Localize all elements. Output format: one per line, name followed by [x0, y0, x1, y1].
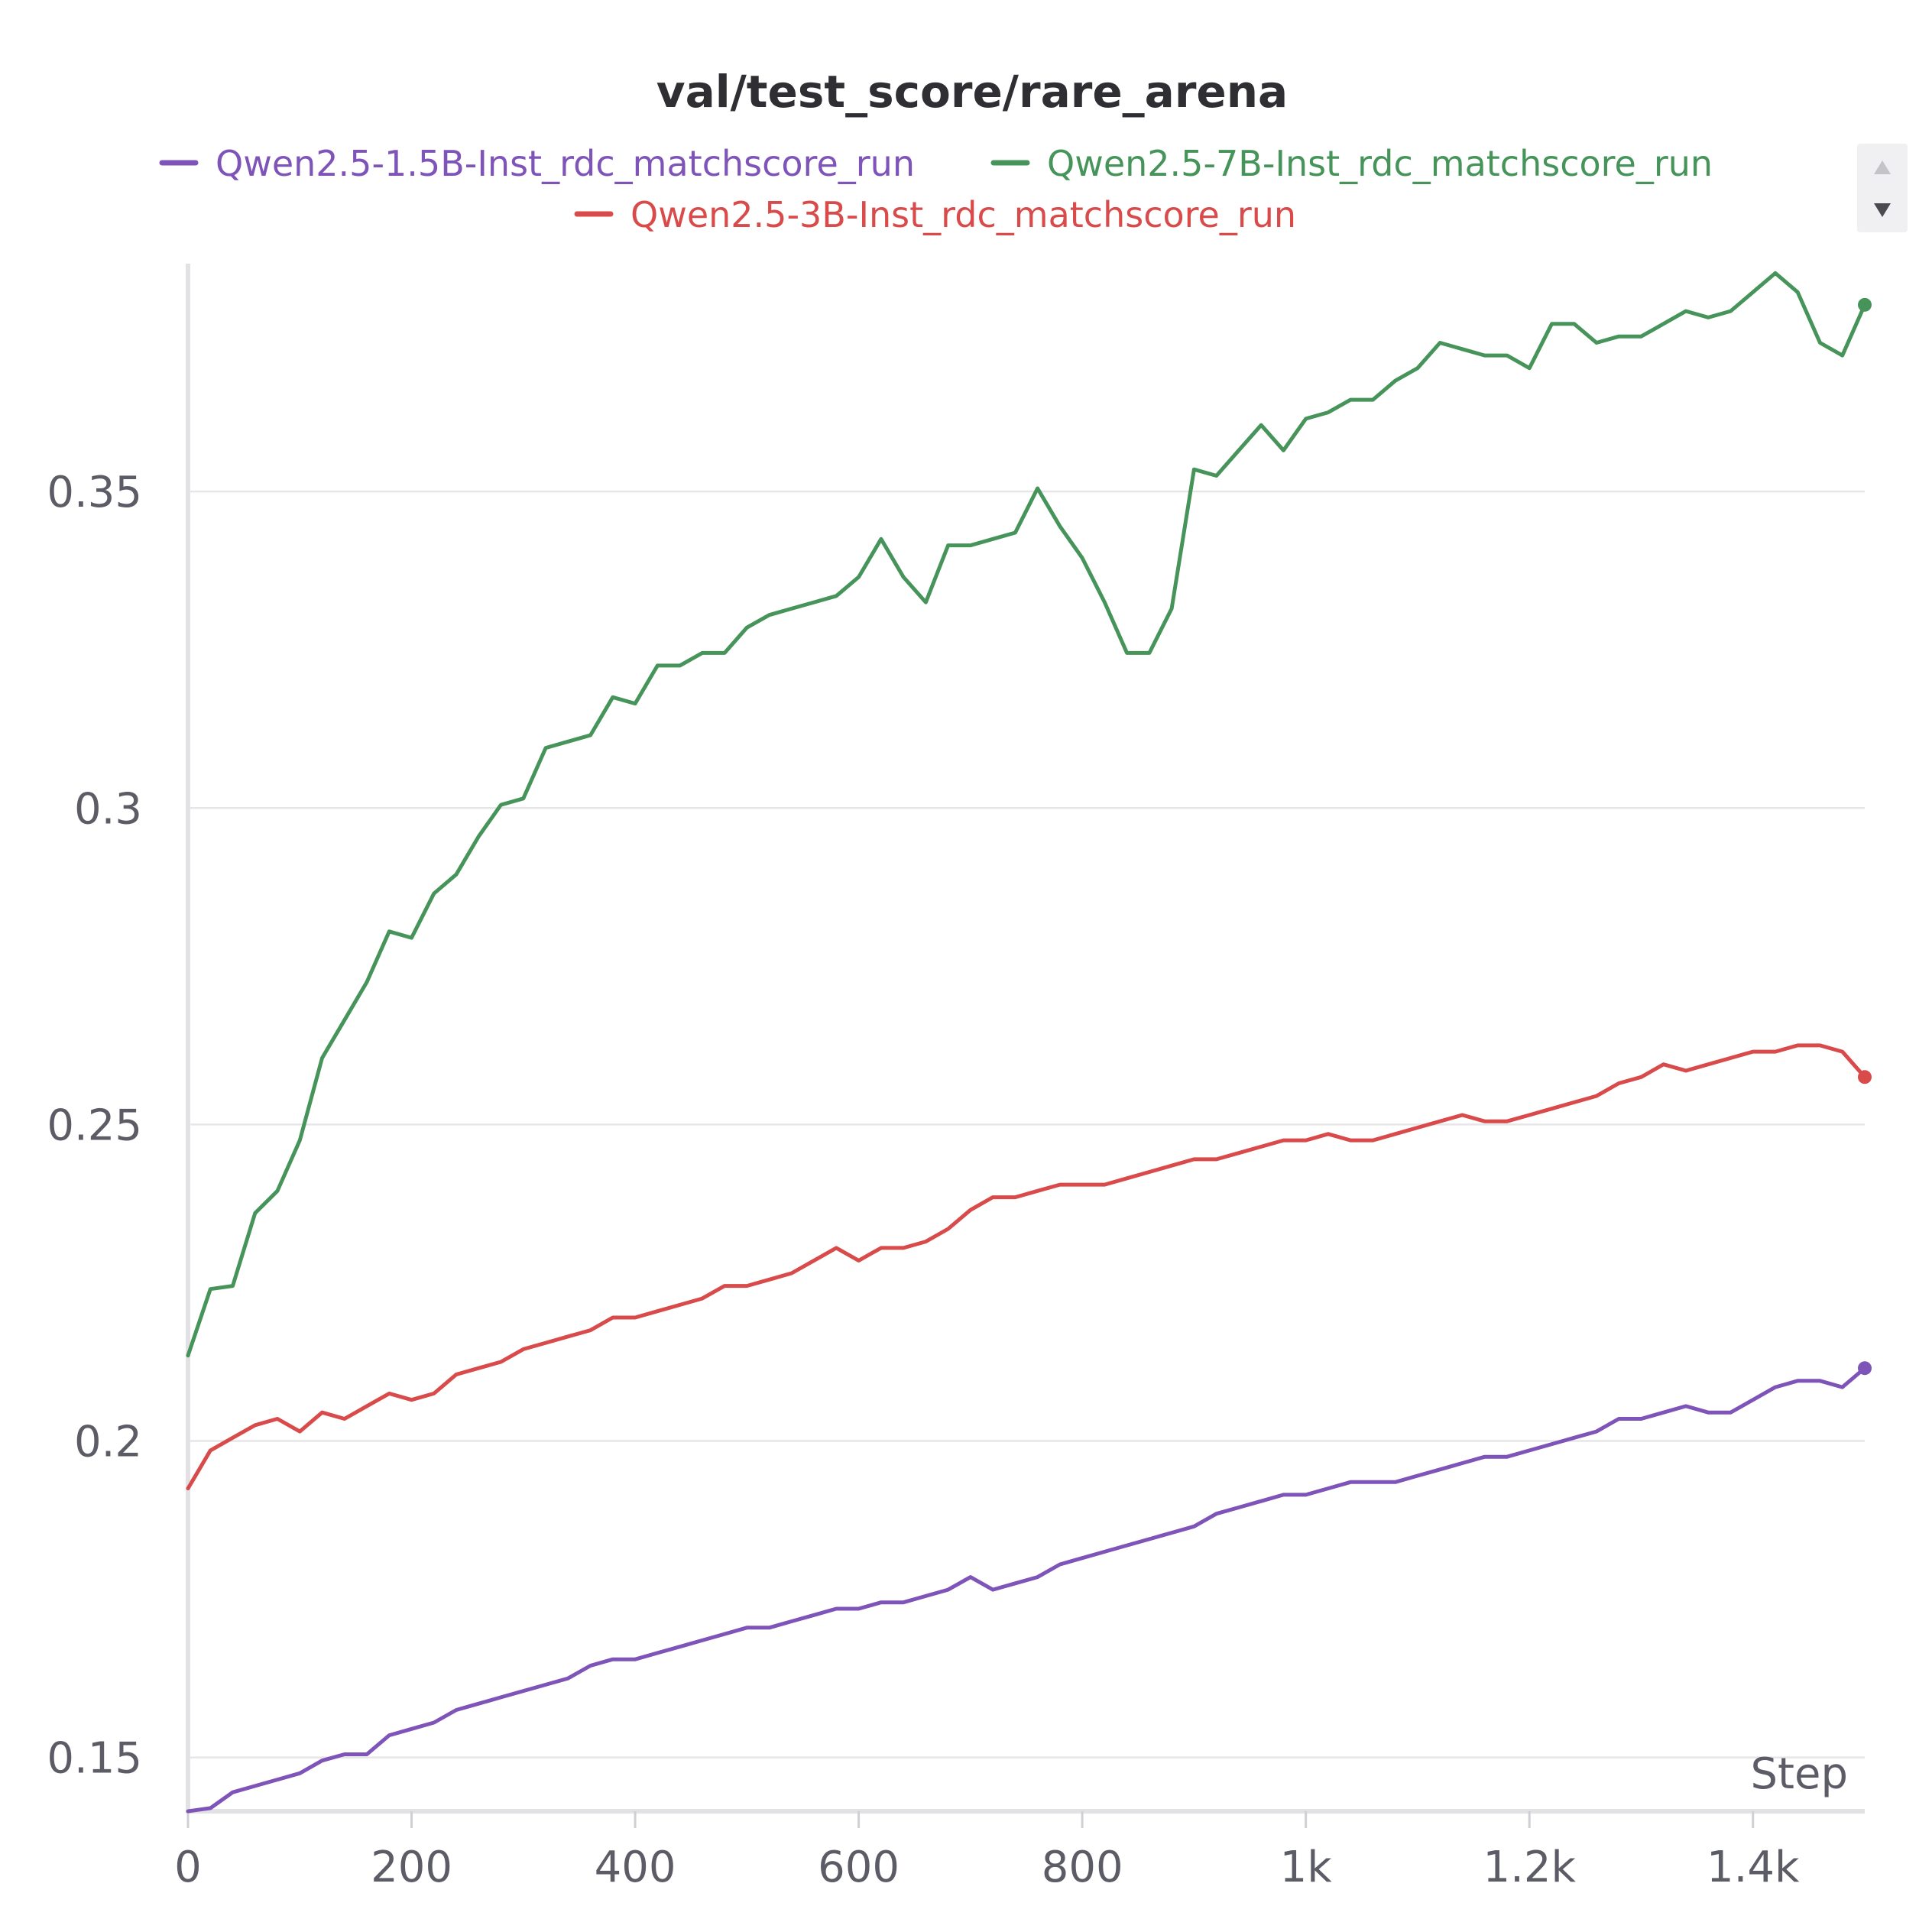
x-tick-label: 800 [1042, 1843, 1123, 1892]
x-tick-label: 600 [818, 1843, 900, 1892]
y-tick-label: 0.2 [74, 1417, 142, 1467]
x-tick-label: 400 [595, 1843, 676, 1892]
series-endpoint-1[interactable] [1858, 297, 1872, 312]
series-line-0 [186, 1366, 1867, 1814]
legend-item-1.5b[interactable]: Qwen2.5-1.5B-Inst_rdc_matchscore_run [159, 143, 915, 184]
y-tick-labels: 0.15 0.2 0.25 0.3 0.35 [47, 468, 142, 1783]
series-layer [186, 271, 1872, 1814]
legend-item-7b[interactable]: Qwen2.5-7B-Inst_rdc_matchscore_run [990, 143, 1713, 184]
triangle-up-icon[interactable] [1874, 160, 1891, 174]
x-axis-title: Step [1750, 1749, 1848, 1799]
x-tick-label: 1.2k [1483, 1843, 1576, 1892]
y-tick-label: 0.35 [47, 468, 142, 517]
triangle-down-icon[interactable] [1874, 203, 1891, 217]
legend-label-3b: Qwen2.5-3B-Inst_rdc_matchscore_run [630, 194, 1296, 235]
legend-item-3b[interactable]: Qwen2.5-3B-Inst_rdc_matchscore_run [574, 194, 1296, 235]
axes [186, 264, 1865, 1828]
y-tick-label: 0.3 [74, 784, 142, 834]
legend-scroll-control [1857, 144, 1908, 232]
y-tick-label: 0.25 [47, 1101, 142, 1150]
series-endpoint-2[interactable] [1858, 1070, 1872, 1084]
gridlines [188, 490, 1865, 1759]
x-tick-label: 200 [371, 1843, 452, 1892]
legend-label-1.5b: Qwen2.5-1.5B-Inst_rdc_matchscore_run [216, 143, 915, 184]
x-tick-label: 0 [174, 1843, 202, 1892]
legend: Qwen2.5-1.5B-Inst_rdc_matchscore_run Qwe… [159, 143, 1908, 235]
series-endpoint-0[interactable] [1858, 1361, 1872, 1376]
y-tick-label: 0.15 [47, 1734, 142, 1784]
x-tick-labels: 0 200 400 600 800 1k 1.2k 1.4k [174, 1843, 1800, 1892]
series-line-2 [186, 1043, 1867, 1491]
x-tick-label: 1.4k [1707, 1843, 1800, 1892]
x-tick-label: 1k [1280, 1843, 1333, 1892]
series-line-1 [186, 271, 1867, 1358]
legend-label-7b: Qwen2.5-7B-Inst_rdc_matchscore_run [1047, 143, 1713, 184]
legend-scroll-track [1857, 144, 1908, 232]
chart-title: val/test_score/rare_arena [656, 66, 1288, 118]
